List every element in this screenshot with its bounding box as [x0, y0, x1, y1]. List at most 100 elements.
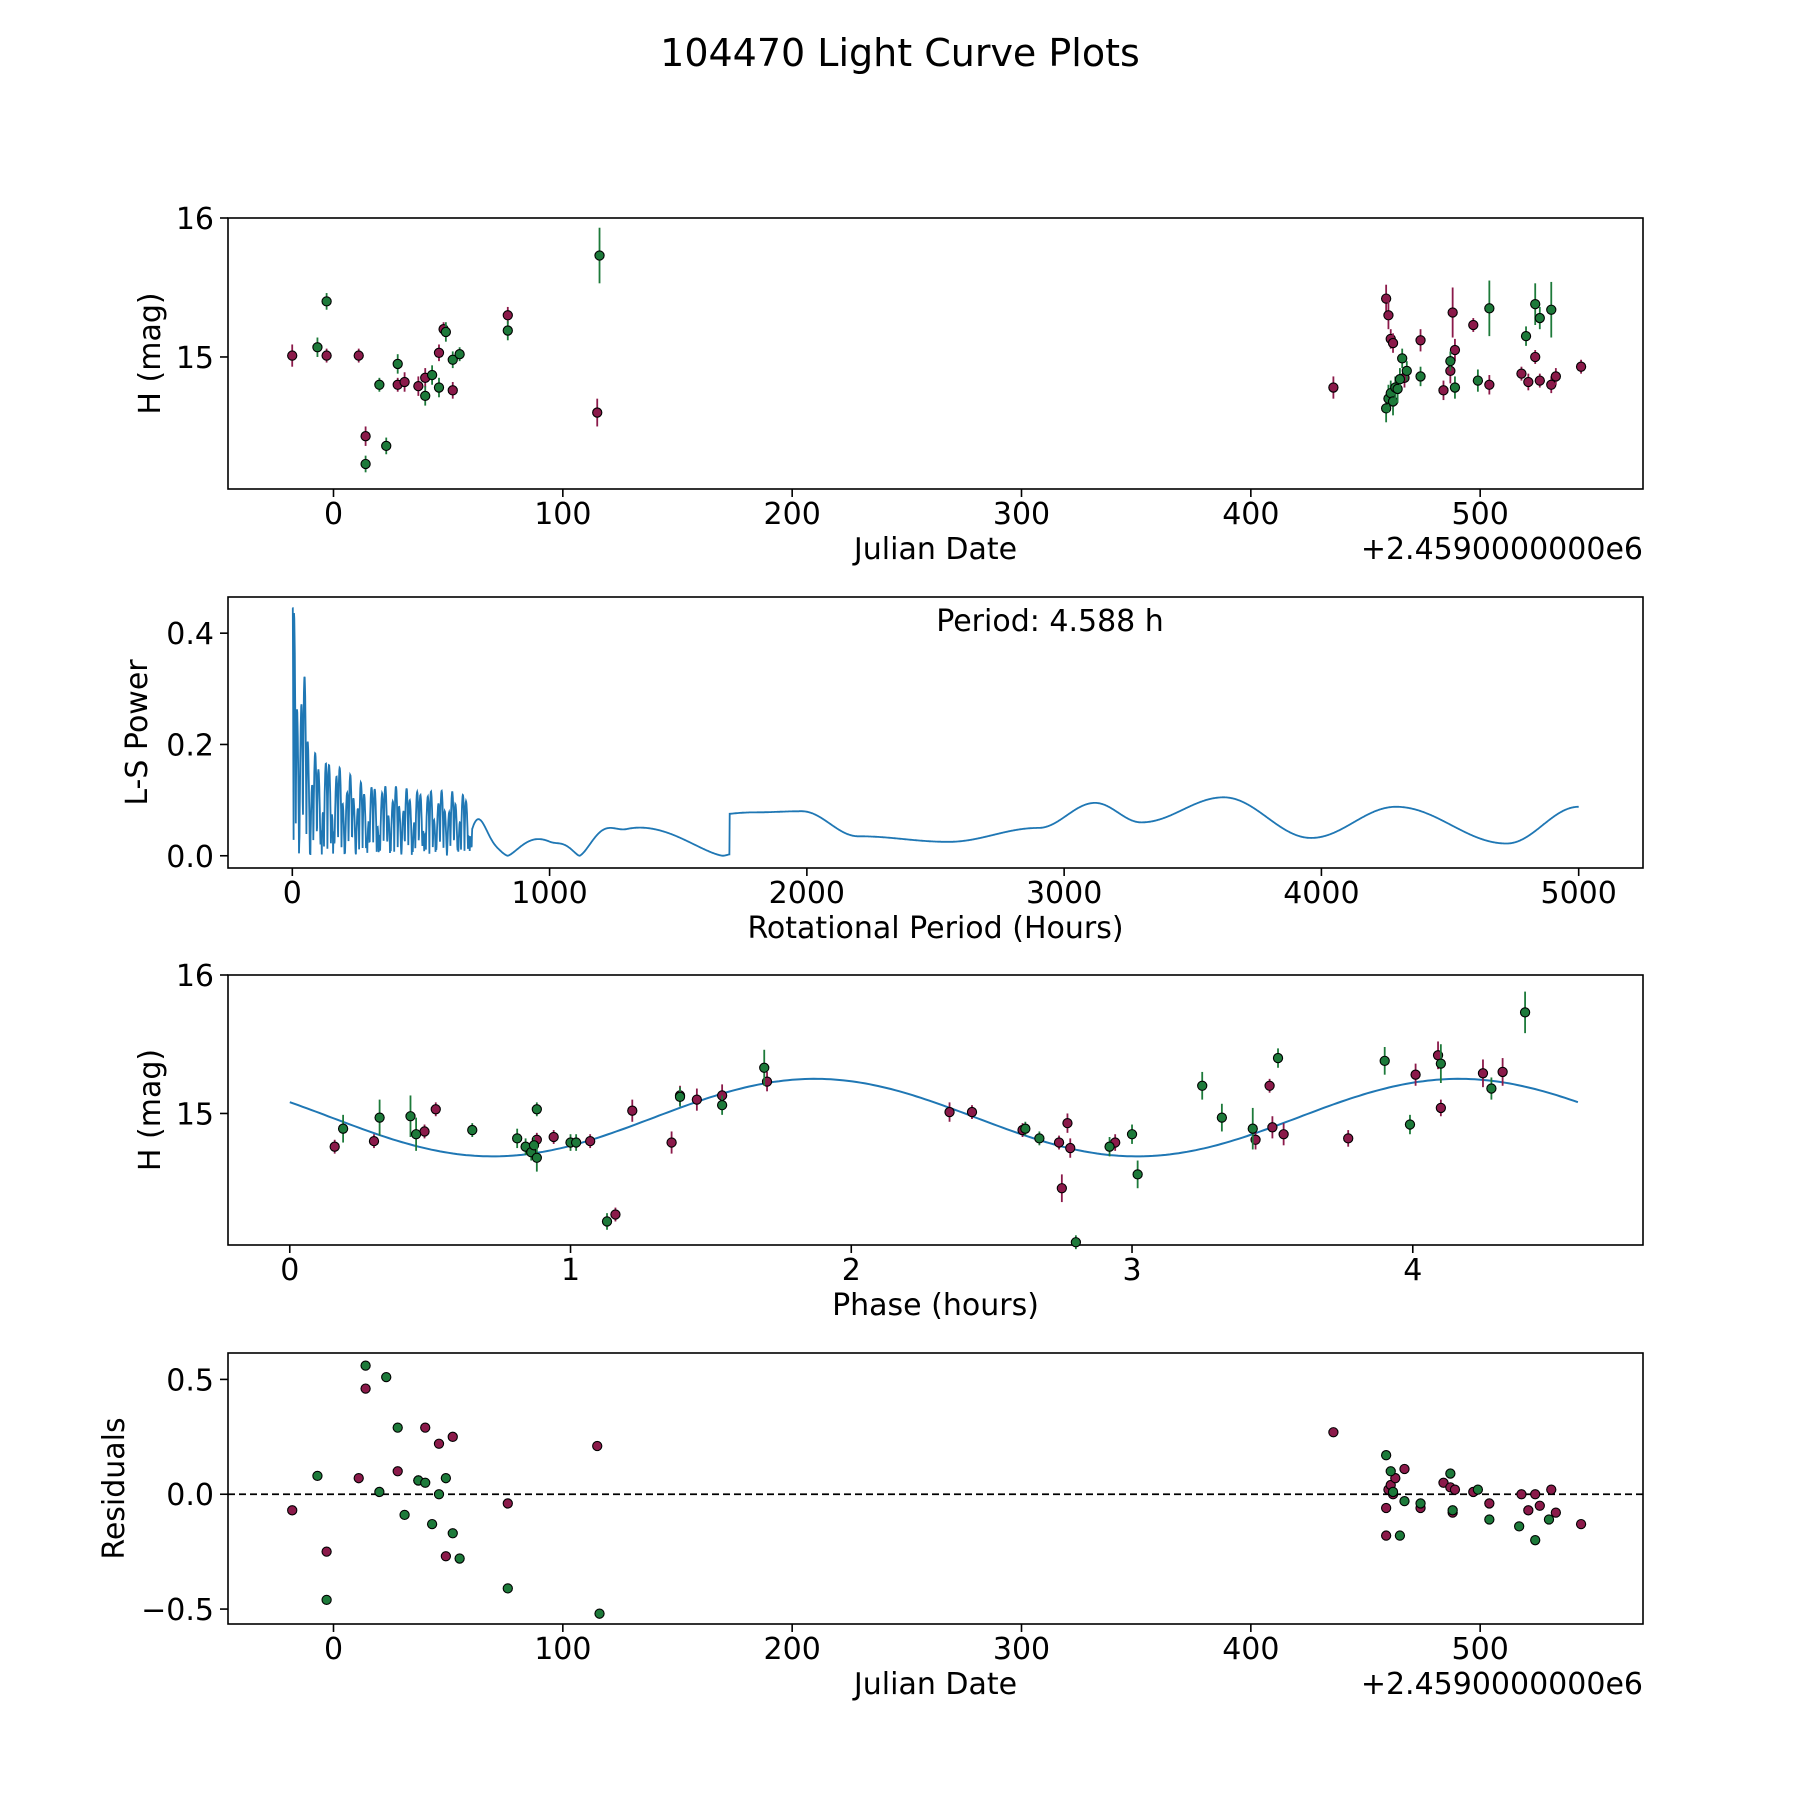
lightcurve-data-point	[360, 431, 371, 442]
lightcurve-series-g	[312, 227, 1557, 473]
residuals-data-point	[381, 1371, 392, 1383]
phasefold-panel: 0 1 2 3 4 15 16 Phase (hours) H (mag)	[133, 959, 1644, 1323]
residuals-panel: 0 100 200 300 400 500 −0.5 0.0 0.5 Julian Date Res…	[97, 1352, 1644, 1702]
phasefold-x-tick-label: 4	[1403, 1253, 1422, 1288]
phasefold-data-point	[601, 1216, 613, 1227]
lightcurve-data-point	[594, 250, 605, 261]
periodogram-x-axis-label: Rotational Period (Hours)	[747, 911, 1123, 946]
phasefold-data-point	[531, 1104, 542, 1115]
residuals-data-point	[1449, 1484, 1461, 1495]
phasefold-data-point	[1519, 1007, 1531, 1018]
residuals-data-point	[1399, 1463, 1410, 1475]
phasefold-data-point	[585, 1136, 596, 1147]
phasefold-data-point	[627, 1105, 638, 1116]
residuals-data-point	[321, 1594, 332, 1606]
phasefold-y-axis-label: H (mag)	[133, 1049, 168, 1171]
lightcurve-data-point	[1445, 355, 1456, 367]
residuals-data-point	[1380, 1530, 1392, 1541]
periodogram-panel: 0 1000 2000 3000 4000 5000 0.0 0.2 0.4 Rotational…	[120, 596, 1644, 946]
residuals-data-point	[1415, 1498, 1426, 1509]
phasefold-data-point	[1216, 1112, 1228, 1123]
lightcurve-data-point	[502, 325, 513, 336]
lightcurve-data-point	[1383, 310, 1394, 321]
lightcurve-x-offset-text: +2.4590000000e6	[1361, 532, 1643, 567]
residuals-data-point	[1394, 1530, 1406, 1541]
periodogram-y-tick-label: 0.0	[166, 840, 214, 875]
lightcurve-data-point	[1523, 376, 1534, 388]
phasefold-data-point	[1435, 1102, 1447, 1114]
lightcurve-data-point	[360, 458, 371, 470]
lightcurve-data-point	[1447, 307, 1458, 318]
lightcurve-data-point	[1397, 353, 1408, 364]
residuals-data-point	[392, 1466, 403, 1477]
phasefold-x-axis-label: Phase (hours)	[832, 1288, 1039, 1323]
lightcurve-data-point	[426, 369, 438, 381]
phasefold-x-tick-label: 3	[1122, 1253, 1141, 1288]
phasefold-data-point	[1104, 1141, 1115, 1152]
phasefold-data-point	[666, 1137, 677, 1148]
residuals-data-point	[392, 1422, 403, 1433]
residuals-x-axis-label: Julian Date	[852, 1667, 1017, 1702]
lightcurve-data-point	[1575, 361, 1587, 372]
phasefold-data-point	[405, 1111, 416, 1122]
residuals-data-point	[1543, 1514, 1555, 1525]
lightcurve-data-point	[1472, 375, 1484, 386]
lightcurve-data-point	[1387, 337, 1399, 349]
lightcurve-data-point	[392, 358, 403, 370]
lightcurve-data-point	[1468, 319, 1479, 331]
residuals-x-offset-text: +2.4590000000e6	[1361, 1667, 1643, 1702]
phasefold-data-point	[716, 1100, 728, 1111]
residuals-plot-frame	[227, 1352, 1644, 1625]
lightcurve-data-point	[374, 379, 385, 390]
lightcurve-plot-frame	[227, 217, 1644, 490]
phasefold-data-point	[966, 1106, 978, 1118]
lightcurve-data-point	[321, 296, 332, 307]
phasefold-data-point	[337, 1123, 349, 1134]
lightcurve-data-point	[1449, 344, 1461, 356]
phasefold-data-point	[419, 1126, 430, 1137]
residuals-data-point	[1472, 1484, 1484, 1495]
lightcurve-y-tick-label: 15	[176, 341, 214, 376]
lightcurve-data-point	[1530, 351, 1541, 363]
lightcurve-data-point	[381, 440, 392, 452]
residuals-data-point	[1380, 1450, 1392, 1461]
lightcurve-data-point	[1484, 379, 1495, 390]
residuals-data-point	[1380, 1502, 1392, 1514]
residuals-data-point	[1530, 1489, 1541, 1500]
phasefold-series-g	[337, 991, 1531, 1250]
periodogram-x-tick-label: 1000	[511, 876, 587, 911]
residuals-data-point	[1514, 1521, 1525, 1532]
residuals-data-point	[502, 1583, 513, 1594]
residuals-y-tick-label: 0.0	[166, 1478, 214, 1513]
phasefold-data-point	[1053, 1137, 1065, 1148]
phasefold-data-point	[1247, 1123, 1258, 1134]
lightcurve-data-point	[321, 350, 332, 361]
residuals-data-point	[287, 1505, 298, 1516]
phasefold-data-point	[1278, 1129, 1289, 1140]
residuals-data-point	[1534, 1500, 1545, 1511]
phasefold-data-point	[1062, 1118, 1073, 1129]
figure-title: 104470 Light Curve Plots	[660, 31, 1140, 75]
residuals-data-point	[420, 1477, 431, 1488]
residuals-data-point	[447, 1431, 458, 1442]
lightcurve-data-point	[1550, 371, 1562, 382]
phasefold-data-point	[512, 1133, 523, 1144]
lightcurve-x-tick-label: 400	[1222, 497, 1279, 532]
lightcurve-data-point	[592, 407, 603, 418]
residuals-data-point	[440, 1473, 452, 1484]
residuals-data-point	[440, 1551, 452, 1562]
lightcurve-data-point	[1401, 365, 1412, 377]
phasefold-data-point	[1264, 1080, 1275, 1091]
residuals-data-point	[454, 1553, 465, 1564]
phasefold-data-point	[1070, 1237, 1082, 1248]
phasefold-y-tick-label: 15	[176, 1097, 214, 1132]
phasefold-data-point	[1497, 1066, 1508, 1078]
residuals-data-point	[1516, 1489, 1527, 1500]
residuals-x-tick-label: 100	[534, 1632, 591, 1667]
phasefold-y-tick-label: 16	[176, 959, 214, 994]
residuals-data-point	[433, 1489, 445, 1500]
residuals-data-point	[1385, 1466, 1396, 1477]
lightcurve-y-axis-label: H (mag)	[133, 292, 168, 414]
